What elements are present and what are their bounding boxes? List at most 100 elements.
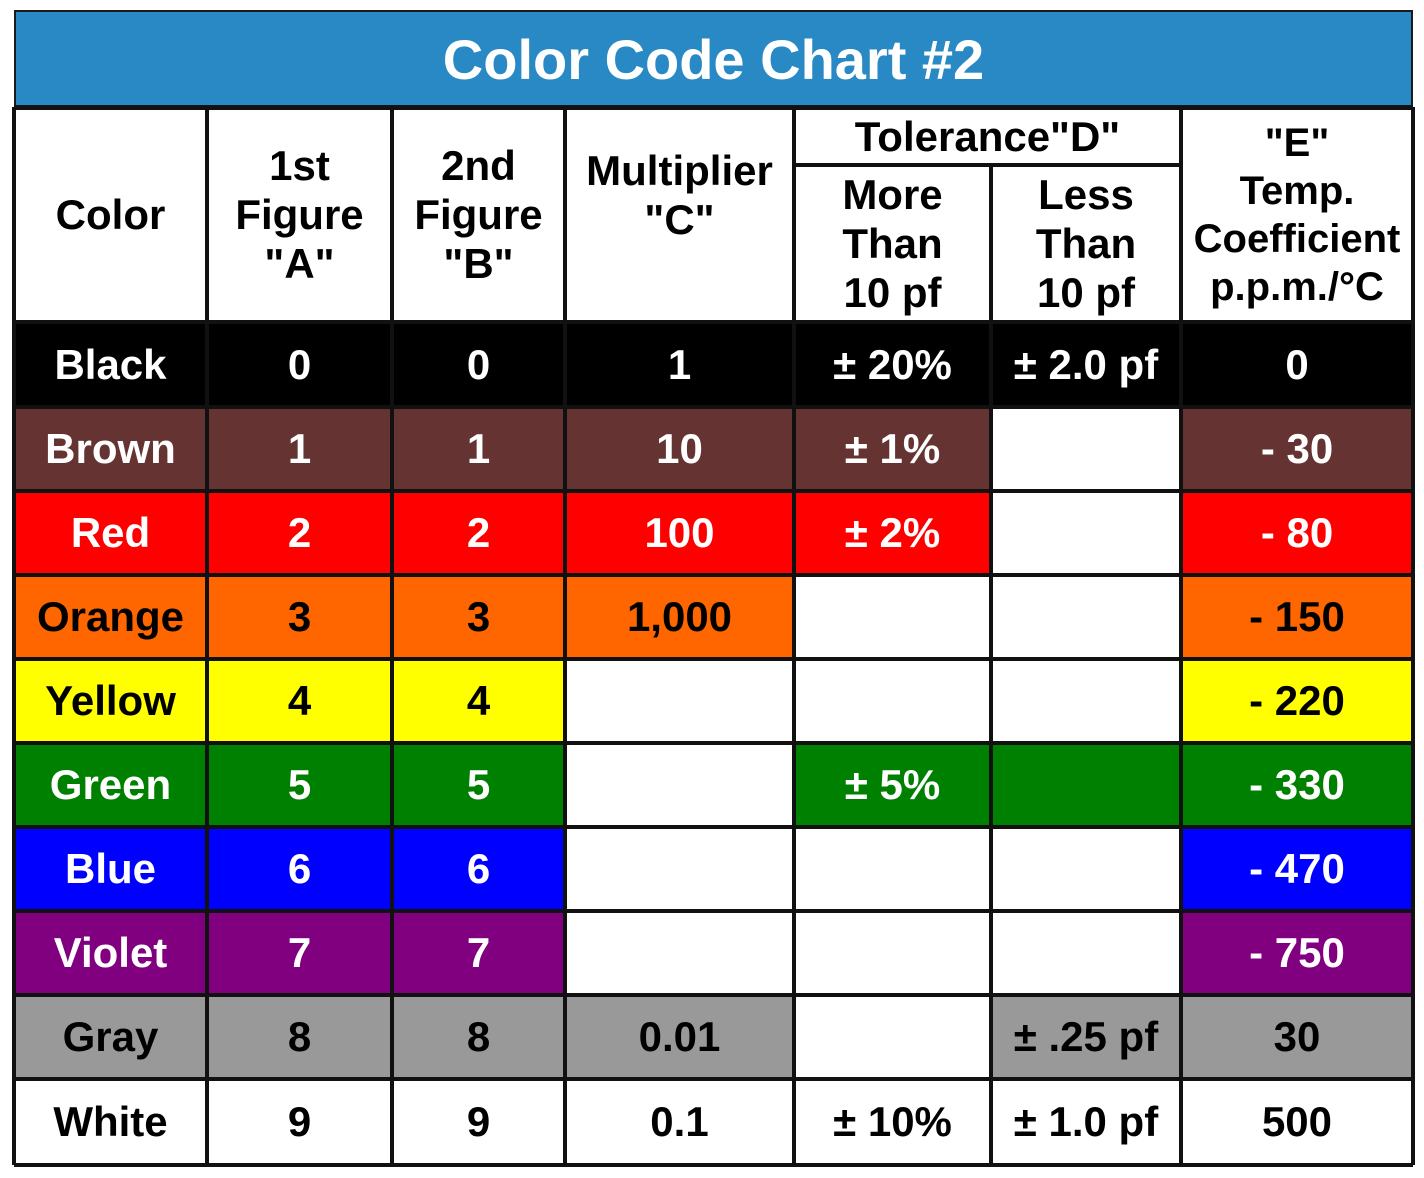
cell-tolerance-more: [794, 995, 991, 1079]
cell-tolerance-more: [794, 575, 991, 659]
cell-color-name: Red: [14, 491, 207, 575]
header-line: "C": [644, 195, 715, 243]
cell-color-name: Green: [14, 743, 207, 827]
header-line: "A": [264, 240, 335, 287]
cell-tolerance-more: ± 10%: [794, 1079, 991, 1165]
cell-tolerance-more: ± 20%: [794, 322, 991, 407]
cell-tolerance-less: [991, 491, 1181, 575]
cell-multiplier: [565, 659, 794, 743]
cell-second-figure: 2: [392, 491, 565, 575]
header-temp-coefficient: "E" Temp. Coefficient p.p.m./°C: [1181, 107, 1413, 322]
grid-line: [794, 163, 1181, 167]
cell-color-name: Gray: [14, 995, 207, 1079]
cell-temp-coefficient: 30: [1181, 995, 1413, 1079]
header-tolerance-more-than: More Than 10 pf: [794, 165, 991, 322]
cell-multiplier: 1,000: [565, 575, 794, 659]
grid-line: [1179, 107, 1183, 1165]
cell-tolerance-less: ± 1.0 pf: [991, 1079, 1181, 1165]
cell-tolerance-more: ± 5%: [794, 743, 991, 827]
cell-multiplier: [565, 911, 794, 995]
cell-second-figure: 3: [392, 575, 565, 659]
cell-tolerance-more: ± 1%: [794, 407, 991, 491]
cell-temp-coefficient: - 150: [1181, 575, 1413, 659]
header-line: 10 pf: [1036, 269, 1136, 316]
cell-color-name: Brown: [14, 407, 207, 491]
header-line: More: [842, 171, 943, 218]
cell-color-name: Yellow: [14, 659, 207, 743]
grid-line: [563, 107, 567, 1165]
cell-first-figure: 6: [207, 827, 392, 911]
cell-tolerance-more: [794, 659, 991, 743]
grid-line: [14, 320, 1413, 324]
cell-temp-coefficient: - 220: [1181, 659, 1413, 743]
header-line: Than: [842, 220, 943, 267]
grid-line: [205, 107, 209, 1165]
header-multiplier: Multiplier "C": [565, 107, 794, 322]
cell-color-name: White: [14, 1079, 207, 1165]
header-line: p.p.m./°C: [1210, 264, 1384, 309]
cell-multiplier: 100: [565, 491, 794, 575]
cell-tolerance-less: [991, 575, 1181, 659]
cell-first-figure: 7: [207, 911, 392, 995]
cell-multiplier: 0.1: [565, 1079, 794, 1165]
grid-line: [14, 657, 1413, 661]
grid-line: [14, 405, 1413, 409]
header-second-figure: 2nd Figure "B": [392, 107, 565, 322]
cell-tolerance-less: [991, 659, 1181, 743]
cell-first-figure: 5: [207, 743, 392, 827]
cell-tolerance-less: [991, 911, 1181, 995]
cell-second-figure: 4: [392, 659, 565, 743]
header-first-figure: 1st Figure "A": [207, 107, 392, 322]
cell-tolerance-less: [991, 407, 1181, 491]
cell-temp-coefficient: 500: [1181, 1079, 1413, 1165]
cell-color-name: Blue: [14, 827, 207, 911]
grid-line: [1411, 107, 1415, 1165]
header-tolerance-less-than: Less Than 10 pf: [991, 165, 1181, 322]
cell-temp-coefficient: - 750: [1181, 911, 1413, 995]
grid-line: [12, 107, 16, 1165]
cell-temp-coefficient: - 470: [1181, 827, 1413, 911]
header-line: 10 pf: [843, 269, 942, 316]
header-line: "E": [1264, 120, 1330, 165]
cell-multiplier: [565, 827, 794, 911]
cell-first-figure: 9: [207, 1079, 392, 1165]
cell-tolerance-more: [794, 911, 991, 995]
grid-line: [14, 489, 1413, 493]
grid-line: [989, 165, 993, 1165]
cell-first-figure: 0: [207, 322, 392, 407]
cell-tolerance-less: [991, 827, 1181, 911]
cell-first-figure: 2: [207, 491, 392, 575]
cell-multiplier: 1: [565, 322, 794, 407]
cell-first-figure: 8: [207, 995, 392, 1079]
grid-line: [14, 1077, 1413, 1081]
grid-line: [792, 107, 796, 1165]
cell-second-figure: 0: [392, 322, 565, 407]
header-line: Temp.: [1239, 168, 1355, 213]
grid-line: [14, 993, 1413, 997]
cell-multiplier: 0.01: [565, 995, 794, 1079]
cell-tolerance-less: ± 2.0 pf: [991, 322, 1181, 407]
grid-line: [14, 1163, 1413, 1167]
cell-tolerance-more: ± 2%: [794, 491, 991, 575]
grid-line: [14, 909, 1413, 913]
cell-color-name: Orange: [14, 575, 207, 659]
header-line: Color: [55, 191, 166, 238]
grid-line: [390, 107, 394, 1165]
cell-second-figure: 9: [392, 1079, 565, 1165]
header-line: Coefficient: [1193, 216, 1401, 261]
grid-line: [14, 741, 1413, 745]
cell-multiplier: 10: [565, 407, 794, 491]
cell-temp-coefficient: - 30: [1181, 407, 1413, 491]
header-line: 1st: [269, 142, 330, 189]
grid-line: [14, 825, 1413, 829]
header-line: Multiplier: [586, 146, 773, 194]
cell-tolerance-less: ± .25 pf: [991, 995, 1181, 1079]
cell-multiplier: [565, 743, 794, 827]
cell-tolerance-less: [991, 743, 1181, 827]
cell-first-figure: 4: [207, 659, 392, 743]
header-tolerance: Tolerance"D": [794, 107, 1181, 165]
cell-tolerance-more: [794, 827, 991, 911]
grid-line: [14, 573, 1413, 577]
cell-second-figure: 5: [392, 743, 565, 827]
